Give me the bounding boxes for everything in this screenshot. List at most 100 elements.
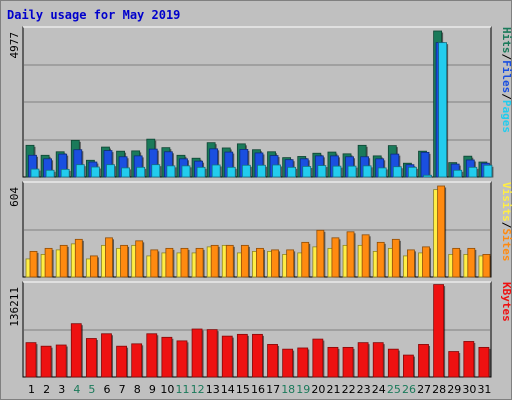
- day-label-5: 5: [88, 383, 95, 396]
- bar-kbytes-day-9: [146, 333, 158, 378]
- bar-kbytes-day-26: [403, 354, 414, 378]
- bar-pages-day-25: [392, 166, 402, 178]
- bar-sites-day-26: [407, 249, 415, 278]
- bar-kbytes-day-14: [221, 335, 233, 378]
- bar-kbytes-day-25: [387, 348, 399, 378]
- bar-pages-day-1: [30, 168, 40, 178]
- bar-kbytes-day-29: [448, 351, 460, 378]
- bar-kbytes-day-15: [236, 333, 248, 378]
- day-label-23: 23: [357, 383, 371, 396]
- legend-hits-files-pages-part: Pages: [500, 100, 512, 133]
- bar-pages-day-11: [181, 165, 191, 178]
- bar-pages-day-2: [45, 169, 55, 178]
- bar-sites-day-6: [105, 237, 113, 278]
- day-label-20: 20: [311, 383, 325, 396]
- bar-files-day-27: [420, 151, 430, 178]
- bar-pages-day-31: [483, 164, 493, 178]
- day-label-14: 14: [221, 383, 235, 396]
- day-label-7: 7: [119, 383, 126, 396]
- day-label-25: 25: [387, 383, 401, 396]
- bar-sites-day-12: [195, 247, 204, 278]
- day-label-6: 6: [104, 383, 111, 396]
- bar-pages-day-3: [60, 168, 70, 178]
- bar-sites-day-14: [225, 244, 234, 278]
- bar-pages-day-21: [332, 165, 342, 178]
- chart-title: Daily usage for May 2019: [7, 8, 181, 22]
- day-label-28: 28: [432, 383, 446, 396]
- bar-kbytes-day-4: [70, 323, 82, 378]
- day-label-4: 4: [73, 383, 80, 396]
- bar-sites-day-18: [286, 249, 295, 278]
- bar-sites-day-13: [210, 244, 219, 278]
- day-label-19: 19: [296, 383, 310, 396]
- bar-pages-day-10: [166, 165, 176, 178]
- bar-kbytes-day-5: [85, 338, 97, 378]
- bar-kbytes-day-1: [25, 342, 37, 378]
- day-label-29: 29: [447, 383, 461, 396]
- bar-sites-day-1: [29, 250, 38, 278]
- bar-sites-day-23: [361, 234, 370, 278]
- bar-kbytes-day-16: [252, 333, 263, 378]
- bar-pages-day-28: [438, 42, 448, 178]
- legend-kbytes-part: KBytes: [500, 282, 512, 322]
- bar-sites-day-30: [467, 247, 476, 278]
- day-label-24: 24: [372, 383, 386, 396]
- bar-sites-day-9: [150, 249, 159, 278]
- bar-sites-day-8: [135, 240, 144, 278]
- bar-sites-day-3: [59, 244, 68, 278]
- bar-sites-day-17: [271, 249, 279, 278]
- bar-sites-day-2: [44, 247, 53, 278]
- bar-sites-day-24: [376, 241, 385, 278]
- day-label-21: 21: [326, 383, 340, 396]
- legend-hits-files-pages-part: /: [500, 54, 512, 61]
- day-label-3: 3: [58, 383, 65, 396]
- bar-pages-day-12: [196, 166, 206, 178]
- bar-pages-day-22: [347, 165, 357, 178]
- day-label-11: 11: [176, 383, 190, 396]
- bar-kbytes-day-21: [327, 346, 339, 378]
- bar-kbytes-day-11: [176, 340, 188, 378]
- bar-sites-day-5: [89, 255, 98, 278]
- bar-kbytes-day-24: [372, 342, 384, 378]
- bar-sites-day-19: [301, 241, 310, 278]
- day-label-2: 2: [43, 383, 50, 396]
- bar-kbytes-day-2: [40, 345, 52, 378]
- bar-kbytes-day-19: [297, 347, 309, 378]
- bar-pages-day-30: [468, 166, 478, 178]
- day-label-31: 31: [477, 383, 491, 396]
- bar-pages-day-4: [75, 164, 85, 178]
- bar-sites-day-16: [256, 247, 264, 278]
- bar-kbytes-day-30: [463, 341, 475, 378]
- bar-sites-day-29: [452, 247, 461, 278]
- day-label-22: 22: [342, 383, 356, 396]
- bar-sites-day-10: [165, 247, 174, 278]
- day-label-16: 16: [251, 383, 265, 396]
- panel-1-ymax-label: 4977: [8, 32, 21, 59]
- bar-pages-day-26: [408, 166, 417, 178]
- day-label-18: 18: [281, 383, 295, 396]
- legend-hits-files-pages-part: Files: [500, 60, 512, 93]
- bar-kbytes-day-10: [161, 336, 173, 378]
- legend-visits-sites: Visits/Sites: [500, 182, 512, 262]
- legend-visits-sites-part: Sites: [500, 228, 512, 261]
- bar-kbytes-day-13: [206, 329, 218, 378]
- bar-kbytes-day-20: [312, 338, 324, 378]
- day-label-15: 15: [236, 383, 250, 396]
- bar-pages-day-9: [151, 164, 161, 178]
- bar-kbytes-day-31: [478, 346, 490, 378]
- bar-kbytes-day-23: [357, 342, 369, 378]
- panel-2-ymax-label: 604: [8, 187, 21, 207]
- day-label-27: 27: [417, 383, 431, 396]
- bar-sites-day-4: [74, 238, 83, 278]
- bar-pages-day-6: [106, 164, 115, 178]
- bar-sites-day-25: [391, 238, 400, 278]
- bar-sites-day-15: [240, 244, 249, 278]
- legend-visits-sites-part: /: [500, 222, 512, 229]
- bar-pages-day-16: [257, 164, 266, 178]
- bar-kbytes-day-28: [433, 284, 445, 378]
- bar-kbytes-day-6: [101, 333, 112, 378]
- legend-visits-sites-part: Visits: [500, 182, 512, 222]
- bar-sites-day-31: [482, 254, 491, 278]
- day-label-10: 10: [160, 383, 174, 396]
